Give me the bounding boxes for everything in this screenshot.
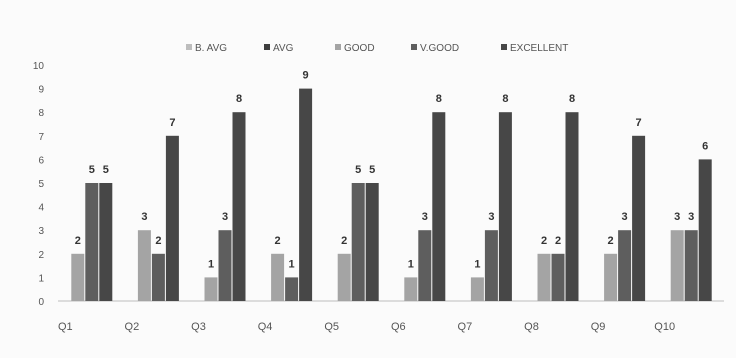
bar — [71, 253, 85, 301]
data-label: 8 — [436, 93, 442, 105]
x-tick-label: Q3 — [191, 321, 206, 333]
bar — [165, 135, 179, 301]
bar — [365, 183, 379, 301]
bar — [551, 253, 565, 301]
y-tick-label: 10 — [33, 61, 45, 72]
x-tick-label: Q10 — [654, 321, 675, 333]
data-label: 3 — [422, 211, 428, 223]
bar — [271, 253, 285, 301]
x-tick-label: Q8 — [524, 321, 539, 333]
bar — [151, 253, 165, 301]
x-axis: Q1 Q2 Q3 Q4 Q5 Q6 Q7 Q8 Q9 Q10 — [58, 300, 724, 333]
bar — [604, 253, 618, 301]
data-label: 1 — [474, 258, 480, 270]
legend-label: V.GOOD — [420, 43, 459, 54]
bar — [232, 112, 246, 301]
bar — [470, 277, 484, 301]
x-tick-label: Q6 — [391, 321, 406, 333]
y-tick-label: 5 — [38, 179, 44, 190]
bar — [351, 183, 365, 301]
x-tick-label: Q1 — [58, 321, 73, 333]
data-label: 2 — [275, 235, 281, 247]
data-label: 8 — [569, 93, 575, 105]
data-label: 1 — [408, 258, 414, 270]
data-label: 5 — [89, 164, 95, 176]
data-label: 2 — [608, 235, 614, 247]
data-label: 7 — [169, 117, 175, 129]
bar — [299, 88, 313, 301]
data-label: 2 — [555, 235, 561, 247]
data-label: 2 — [341, 235, 347, 247]
bar — [137, 230, 151, 301]
legend-swatch — [411, 44, 417, 50]
data-label: 1 — [289, 258, 295, 270]
bar — [670, 230, 684, 301]
data-label: 8 — [502, 93, 508, 105]
y-tick-label: 2 — [38, 250, 44, 261]
data-label: 3 — [622, 211, 628, 223]
bar — [99, 183, 113, 301]
y-tick-label: 7 — [38, 132, 44, 143]
data-label: 3 — [222, 211, 228, 223]
legend-swatch — [186, 44, 192, 50]
bars — [71, 88, 712, 301]
x-tick-label: Q5 — [324, 321, 339, 333]
data-label: 1 — [208, 258, 214, 270]
legend-label: B. AVG — [195, 43, 227, 54]
y-tick-label: 8 — [38, 108, 44, 119]
bar — [432, 112, 446, 301]
x-tick-label: Q9 — [591, 321, 606, 333]
bar — [337, 253, 351, 301]
bar — [85, 183, 99, 301]
bar — [285, 277, 299, 301]
data-label: 3 — [141, 211, 147, 223]
data-label: 5 — [103, 164, 109, 176]
x-tick-label: Q4 — [258, 321, 273, 333]
legend-label: GOOD — [344, 43, 375, 54]
data-label: 2 — [75, 235, 81, 247]
bar — [632, 135, 646, 301]
bar — [204, 277, 218, 301]
y-tick-label: 1 — [38, 273, 44, 284]
data-label: 2 — [155, 235, 161, 247]
legend-swatch — [501, 44, 507, 50]
y-tick-label: 0 — [38, 297, 44, 308]
legend-swatch — [335, 44, 341, 50]
bar — [418, 230, 432, 301]
legend-label: AVG — [273, 43, 294, 54]
y-tick-label: 6 — [38, 155, 44, 166]
data-label: 9 — [303, 70, 309, 82]
bar — [498, 112, 512, 301]
y-tick-label: 9 — [38, 85, 44, 96]
bar — [565, 112, 579, 301]
data-label: 2 — [541, 235, 547, 247]
data-label: 8 — [236, 93, 242, 105]
y-axis: 0 1 2 3 4 5 6 7 8 9 10 — [33, 61, 45, 308]
data-label: 5 — [369, 164, 375, 176]
data-label: 5 — [355, 164, 361, 176]
y-tick-label: 4 — [38, 203, 44, 214]
data-label: 7 — [636, 117, 642, 129]
legend-label: EXCELLENT — [510, 43, 568, 54]
legend: B. AVG AVG GOOD V.GOOD EXCELLENT — [186, 43, 568, 54]
x-tick-label: Q2 — [125, 321, 140, 333]
y-tick-label: 3 — [38, 226, 44, 237]
bar — [684, 230, 698, 301]
data-label: 3 — [674, 211, 680, 223]
bar — [404, 277, 418, 301]
legend-swatch — [264, 44, 270, 50]
bar — [218, 230, 232, 301]
bar — [618, 230, 632, 301]
data-label: 3 — [688, 211, 694, 223]
bar — [537, 253, 551, 301]
bar — [484, 230, 498, 301]
bar — [698, 159, 712, 301]
data-label: 3 — [488, 211, 494, 223]
data-label: 6 — [702, 140, 708, 152]
x-tick-label: Q7 — [458, 321, 473, 333]
